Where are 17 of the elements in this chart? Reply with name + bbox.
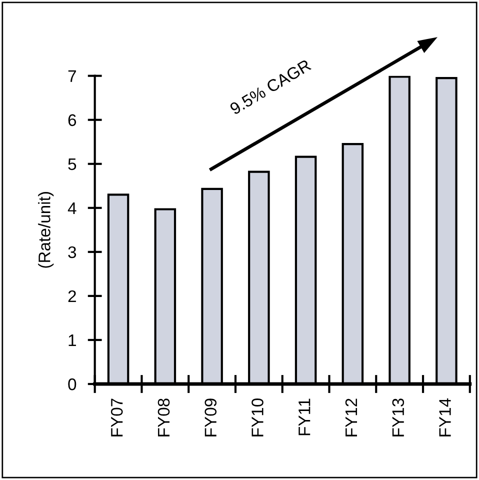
x-tick-label: FY07 [110, 398, 123, 436]
y-tick-label: 3 [68, 246, 76, 258]
y-axis-title: (Rate/unit) [38, 192, 54, 268]
y-tick-label: 2 [68, 290, 76, 302]
x-tick-label: FY08 [158, 398, 170, 436]
y-tick-label: 0 [68, 378, 76, 390]
y-tick-label: 7 [68, 70, 76, 82]
y-tick-label: 4 [68, 202, 76, 214]
x-tick-label: FY12 [345, 398, 358, 436]
y-tick-label: 1 [68, 334, 76, 346]
y-tick-label: 5 [68, 158, 76, 170]
x-tick-label: FY13 [392, 398, 404, 436]
x-tick-label: FY09 [204, 398, 217, 436]
y-tick-label: 6 [68, 114, 76, 126]
x-tick-label: FY11 [298, 398, 310, 436]
x-tick-label: FY10 [252, 398, 264, 436]
x-tick-label: FY14 [439, 398, 451, 436]
